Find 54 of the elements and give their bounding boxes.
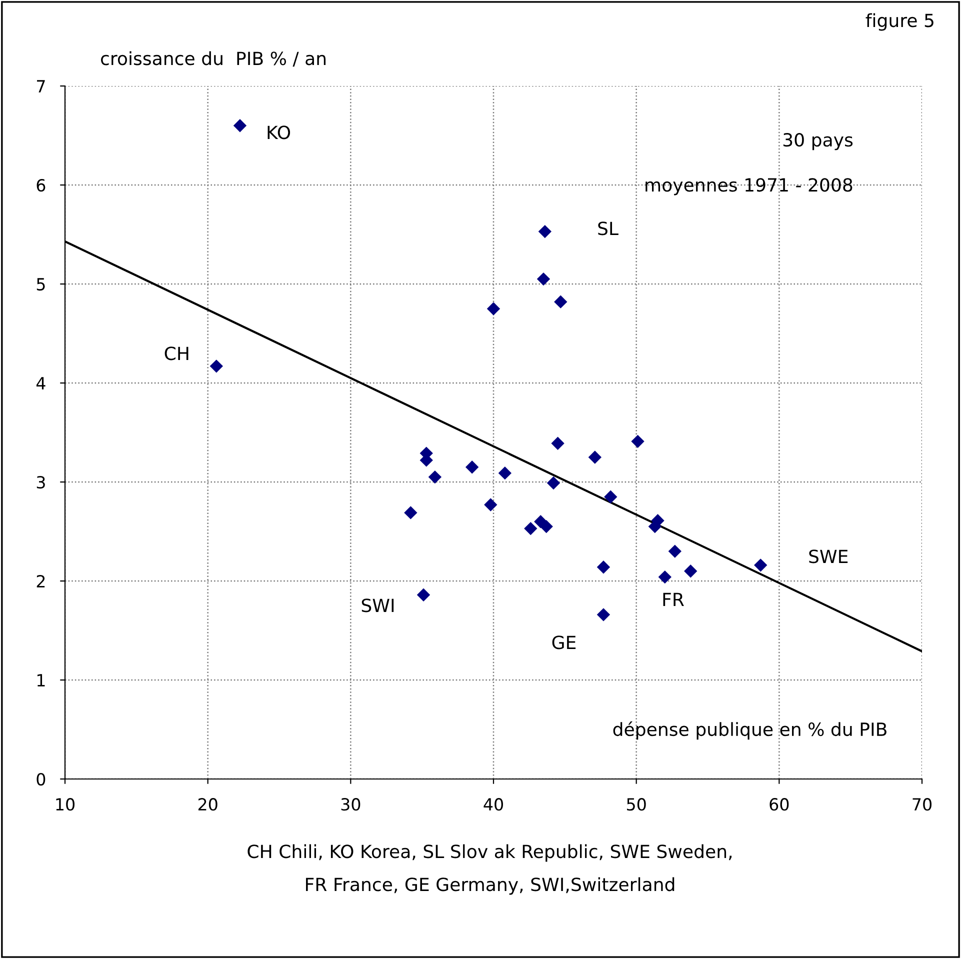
x-tick-label: 10: [56, 798, 74, 811]
point: [538, 224, 552, 238]
annotation: SWI: [362, 598, 394, 612]
annotation: moyennes 1971 - 2008: [646, 178, 852, 196]
annotation: GE: [552, 636, 576, 650]
x-tick-label: 30: [341, 798, 360, 811]
y-tick-label: 3: [36, 476, 45, 489]
point: [596, 560, 610, 574]
x-tick-label: 70: [912, 798, 932, 811]
point: [554, 295, 568, 308]
y-tick-label: 6: [36, 178, 46, 192]
x-tick-label: 20: [198, 798, 218, 811]
point: [416, 588, 430, 602]
y-tick-label: 5: [36, 278, 45, 291]
point: [465, 460, 479, 474]
point: [233, 119, 247, 132]
point: [668, 544, 682, 558]
point: [498, 466, 512, 480]
y-tick-label: 1: [37, 674, 45, 686]
annotation: FR: [663, 592, 684, 606]
point: [428, 470, 442, 484]
text: CH Chili, KO Korea, SL Slov ak Republic, SWE Sweden,: [248, 844, 732, 862]
annotation: CH: [164, 346, 188, 360]
y-tick-label: 0: [36, 772, 46, 786]
point: [536, 272, 550, 286]
x-tick-label: 50: [627, 798, 646, 811]
point: [551, 436, 564, 450]
point: [631, 434, 644, 448]
point: [684, 564, 698, 578]
point: [210, 360, 223, 373]
y-tick-label: 4: [36, 377, 46, 390]
point: [484, 498, 498, 512]
y-tick-label: 7: [37, 80, 45, 92]
point: [546, 476, 560, 490]
point: [596, 608, 610, 622]
y-tick-label: 2: [36, 574, 45, 588]
x-tick-label: 40: [484, 798, 503, 811]
point: [754, 558, 768, 572]
annotation: SWE: [809, 550, 848, 564]
caption: figure 5: [866, 13, 934, 31]
annotation: KO: [268, 126, 290, 140]
x-tick-label: 60: [770, 798, 789, 811]
annotation: 30 pays: [783, 133, 853, 150]
point: [604, 490, 618, 504]
point: [524, 522, 538, 536]
text: FR France, GE Germany, SWI,Switzerland: [306, 877, 674, 895]
point: [540, 520, 553, 534]
point: [658, 570, 672, 584]
y-axis-title: croissance du PIB % / an: [100, 51, 326, 67]
point: [404, 506, 418, 520]
annotation: SL: [598, 222, 618, 236]
point: [486, 302, 500, 316]
point: [588, 450, 602, 464]
x-axis-title: dépense publique en % du PIB: [613, 721, 886, 740]
